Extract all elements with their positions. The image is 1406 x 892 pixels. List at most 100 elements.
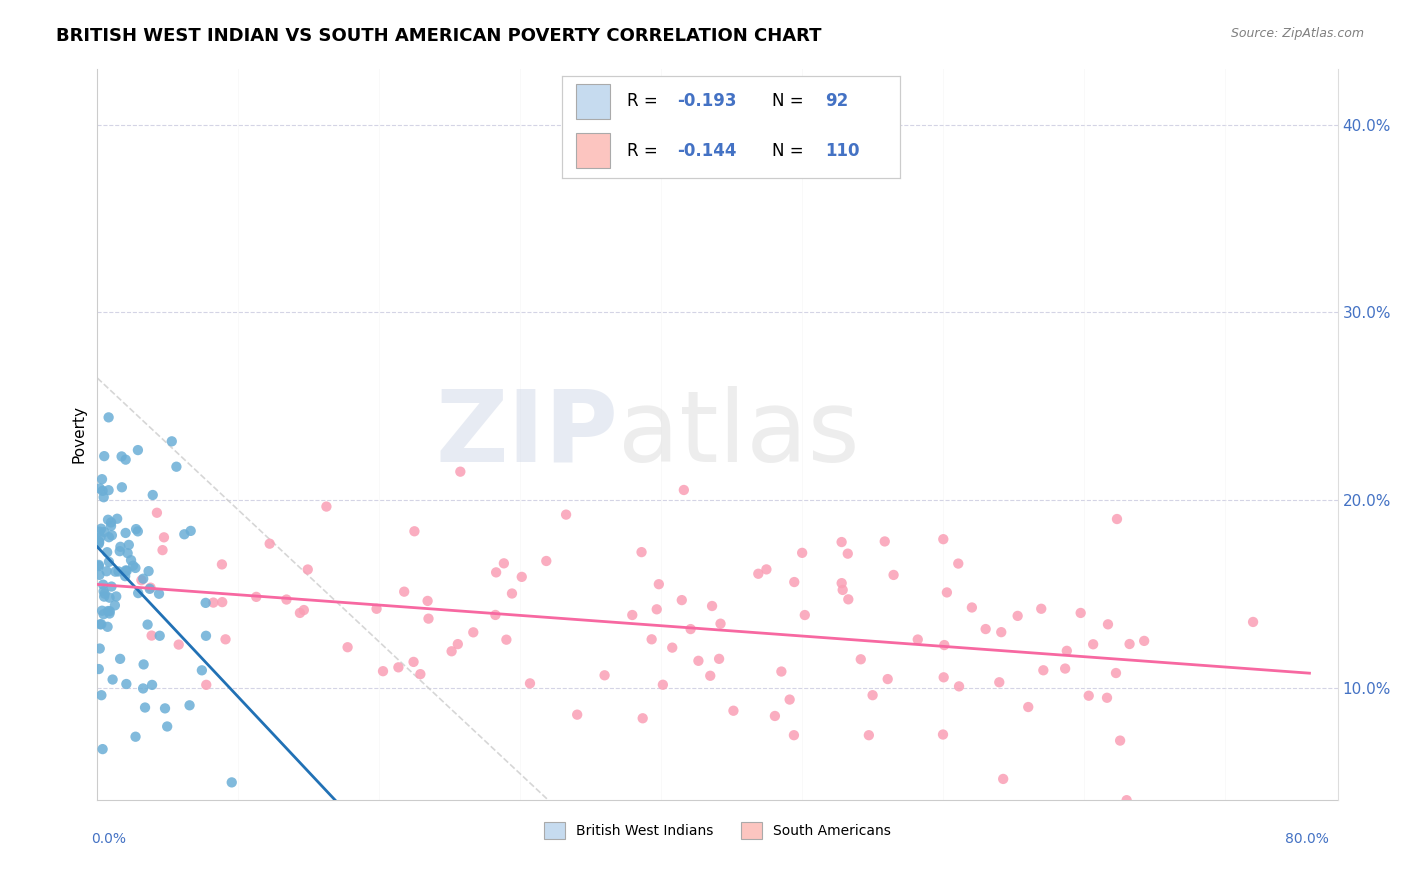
British West Indians: [110, 540, 132, 554]
South Americans: [747, 566, 769, 581]
British West Indians: [105, 590, 128, 604]
British West Indians: [132, 657, 155, 672]
Text: atlas: atlas: [619, 386, 860, 483]
Text: N =: N =: [772, 142, 808, 160]
British West Indians: [89, 617, 111, 632]
South Americans: [862, 688, 884, 702]
South Americans: [793, 608, 815, 623]
South Americans: [831, 582, 853, 597]
South Americans: [416, 594, 439, 608]
South Americans: [700, 599, 723, 613]
British West Indians: [89, 535, 111, 549]
British West Indians: [127, 524, 149, 539]
South Americans: [485, 566, 508, 580]
British West Indians: [127, 443, 149, 458]
South Americans: [883, 568, 905, 582]
British West Indians: [153, 701, 176, 715]
Text: 110: 110: [825, 142, 860, 160]
British West Indians: [89, 567, 111, 582]
British West Indians: [91, 604, 114, 618]
British West Indians: [93, 524, 115, 539]
South Americans: [779, 692, 801, 706]
British West Indians: [108, 544, 131, 558]
South Americans: [519, 676, 541, 690]
South Americans: [409, 667, 432, 681]
British West Indians: [89, 524, 111, 539]
British West Indians: [114, 525, 136, 540]
South Americans: [195, 678, 218, 692]
South Americans: [1070, 606, 1092, 620]
British West Indians: [87, 662, 110, 676]
British West Indians: [89, 482, 111, 496]
British West Indians: [90, 688, 112, 702]
British West Indians: [90, 530, 112, 544]
Text: BRITISH WEST INDIAN VS SOUTH AMERICAN POVERTY CORRELATION CHART: BRITISH WEST INDIAN VS SOUTH AMERICAN PO…: [56, 27, 821, 45]
South Americans: [948, 557, 970, 571]
British West Indians: [98, 607, 121, 621]
South Americans: [297, 562, 319, 576]
British West Indians: [115, 563, 138, 577]
South Americans: [131, 573, 153, 587]
South Americans: [371, 664, 394, 678]
South Americans: [932, 670, 955, 684]
British West Indians: [194, 596, 217, 610]
British West Indians: [101, 528, 124, 542]
South Americans: [837, 592, 859, 607]
South Americans: [1105, 666, 1128, 681]
South Americans: [495, 632, 517, 647]
British West Indians: [93, 590, 115, 604]
British West Indians: [97, 513, 120, 527]
South Americans: [792, 546, 814, 560]
Text: R =: R =: [627, 93, 662, 111]
South Americans: [536, 554, 558, 568]
South Americans: [671, 593, 693, 607]
British West Indians: [125, 522, 148, 536]
South Americans: [141, 629, 163, 643]
British West Indians: [149, 629, 172, 643]
South Americans: [152, 543, 174, 558]
South Americans: [831, 535, 853, 549]
South Americans: [1031, 601, 1053, 615]
British West Indians: [94, 587, 117, 601]
South Americans: [837, 547, 859, 561]
British West Indians: [97, 410, 120, 425]
South Americans: [932, 727, 955, 741]
South Americans: [167, 638, 190, 652]
South Americans: [315, 500, 337, 514]
South Americans: [1133, 633, 1156, 648]
South Americans: [783, 575, 806, 590]
British West Indians: [136, 617, 159, 632]
South Americans: [948, 679, 970, 693]
South Americans: [202, 596, 225, 610]
British West Indians: [93, 607, 115, 622]
South Americans: [259, 537, 281, 551]
British West Indians: [191, 663, 214, 677]
British West Indians: [108, 652, 131, 666]
Text: 0.0%: 0.0%: [91, 832, 127, 846]
South Americans: [988, 675, 1011, 690]
Y-axis label: Poverty: Poverty: [72, 405, 86, 463]
British West Indians: [97, 604, 120, 618]
South Americans: [763, 709, 786, 723]
South Americans: [1095, 690, 1118, 705]
South Americans: [699, 669, 721, 683]
British West Indians: [100, 516, 122, 530]
British West Indians: [165, 459, 187, 474]
British West Indians: [97, 620, 120, 634]
British West Indians: [96, 545, 118, 559]
South Americans: [1054, 662, 1077, 676]
British West Indians: [173, 527, 195, 541]
South Americans: [630, 545, 652, 559]
South Americans: [392, 584, 415, 599]
British West Indians: [110, 450, 132, 464]
British West Indians: [221, 775, 243, 789]
South Americans: [366, 601, 388, 615]
British West Indians: [93, 490, 115, 504]
South Americans: [510, 570, 533, 584]
South Americans: [621, 607, 644, 622]
South Americans: [336, 640, 359, 655]
South Americans: [1115, 793, 1137, 807]
British West Indians: [122, 558, 145, 573]
Legend: British West Indians, South Americans: British West Indians, South Americans: [538, 816, 897, 845]
British West Indians: [91, 577, 114, 591]
